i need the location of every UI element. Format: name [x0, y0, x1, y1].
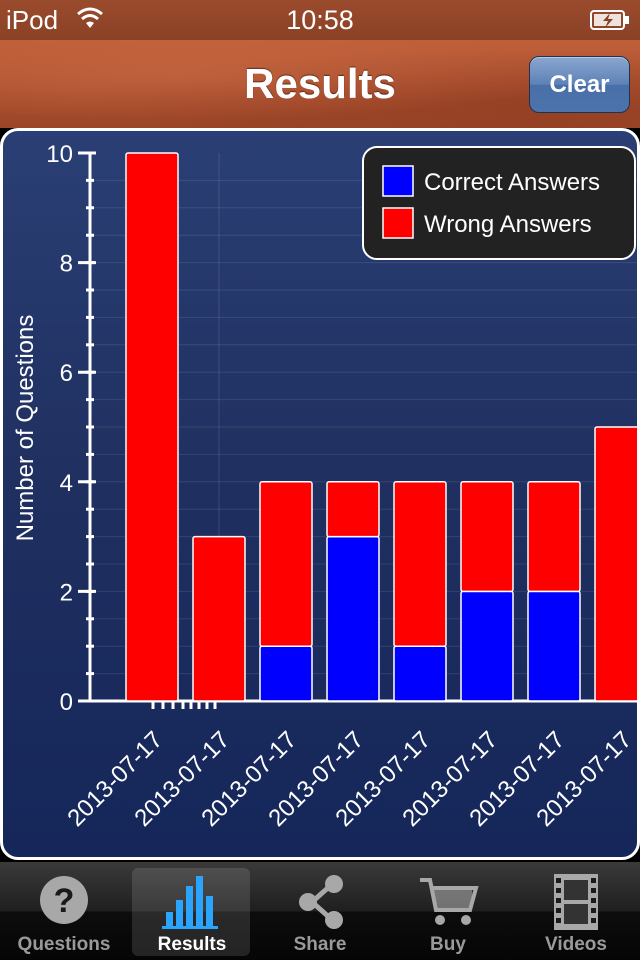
tab-buy[interactable]: Buy [384, 862, 512, 960]
share-icon [299, 875, 343, 929]
question-icon: ? [40, 876, 88, 924]
bar-correct [460, 590, 514, 702]
navigation-bar: Results Clear [0, 40, 640, 128]
bar-wrong [527, 481, 581, 593]
bar-wrong [259, 481, 313, 647]
status-time: 10:58 [286, 5, 354, 35]
y-tick-label: 10 [46, 141, 73, 168]
bar-wrong [125, 152, 179, 702]
bar-wrong [594, 426, 637, 702]
bar-wrong [460, 481, 514, 593]
tab-questions[interactable]: ? Questions [0, 862, 128, 960]
y-tick-label: 6 [60, 360, 73, 387]
bar-correct [326, 535, 380, 702]
legend-swatch-correct [382, 165, 414, 197]
tab-label: Results [157, 934, 227, 955]
page-title: Results [244, 60, 396, 107]
tab-bar: ? Questions Results Share [0, 862, 640, 960]
bar-wrong [326, 481, 380, 538]
carrier-name: iPod [6, 5, 59, 35]
svg-text:?: ? [54, 882, 75, 920]
legend-swatch-wrong [382, 207, 414, 239]
tab-label: Questions [17, 934, 111, 955]
y-tick-label: 8 [60, 251, 73, 278]
tab-label: Videos [545, 934, 607, 955]
tab-label: Share [293, 934, 347, 955]
legend-label-wrong: Wrong Answers [424, 211, 592, 238]
bar-correct [527, 590, 581, 702]
bar-wrong [393, 481, 447, 647]
film-icon [554, 874, 598, 930]
cart-icon [420, 878, 479, 925]
tab-videos[interactable]: Videos [512, 862, 640, 960]
y-axis-label: Number of Questions [12, 315, 39, 542]
bar-correct [393, 645, 447, 702]
battery-icon [590, 10, 629, 30]
legend-label-correct: Correct Answers [424, 169, 600, 196]
y-tick-label: 4 [60, 470, 73, 497]
tab-results[interactable]: Results [128, 862, 256, 960]
status-bar: iPod 10:58 [0, 0, 640, 40]
tab-label: Buy [430, 934, 466, 955]
chart-legend: Correct Answers Wrong Answers [362, 146, 636, 260]
results-chart: 0 2 4 6 8 10 2013-07-17 2013-07-17 2013-07-17 20… [0, 128, 640, 860]
y-tick-label: 2 [60, 579, 73, 606]
bar-correct [259, 645, 313, 702]
clear-button[interactable]: Clear [529, 56, 630, 113]
bar-wrong [192, 535, 246, 702]
wifi-icon [77, 7, 103, 28]
tab-share[interactable]: Share [256, 862, 384, 960]
bar-chart-icon [162, 876, 218, 929]
y-tick-label: 0 [60, 689, 73, 716]
